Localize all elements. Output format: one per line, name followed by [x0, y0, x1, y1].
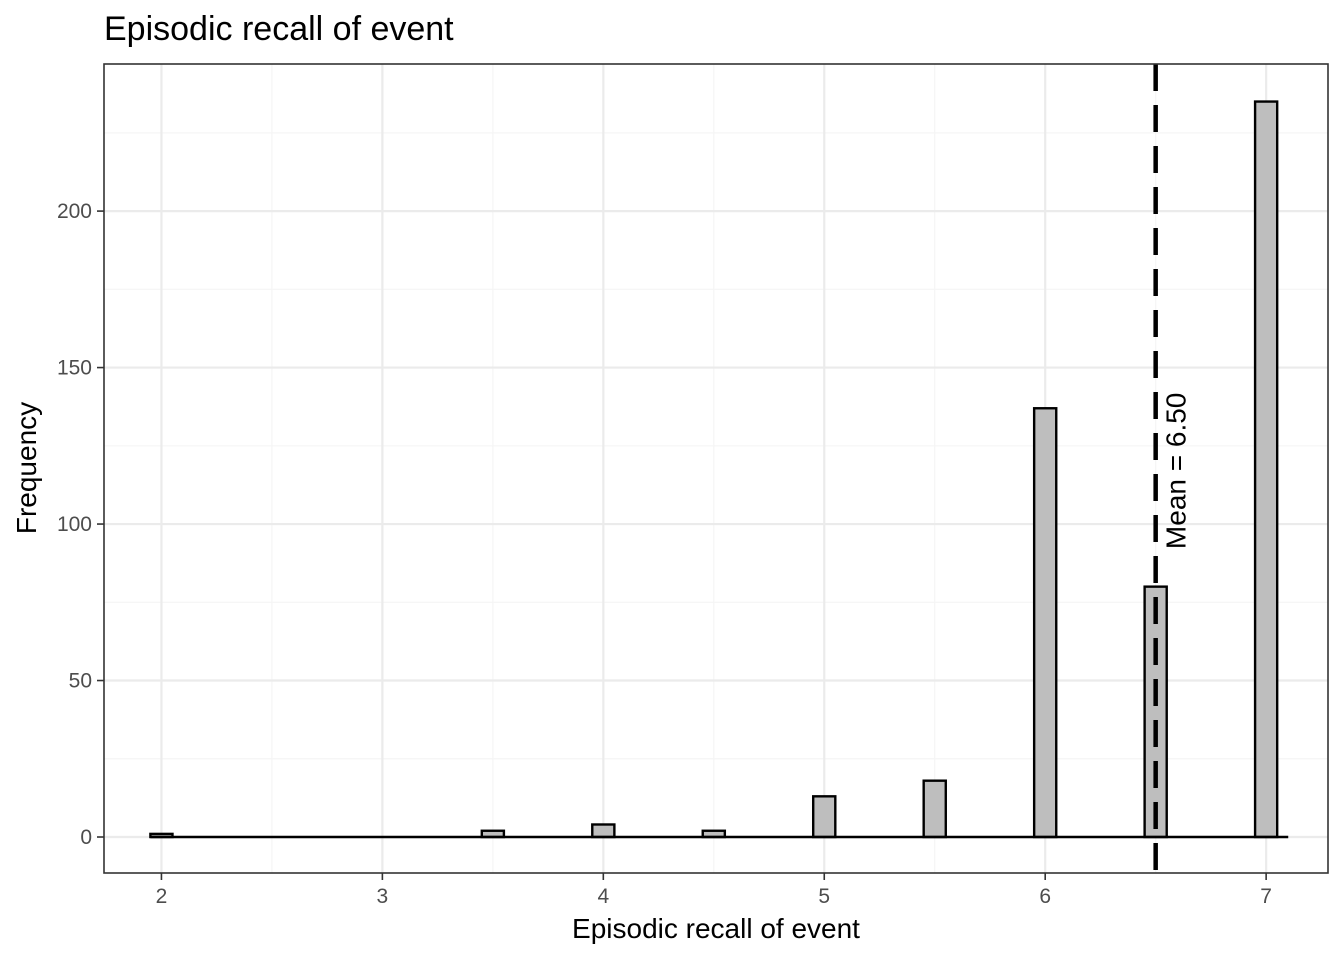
mean-label: Mean = 6.50	[1161, 393, 1192, 549]
y-tick-label: 150	[57, 357, 92, 380]
x-axis-title: Episodic recall of event	[572, 913, 860, 944]
x-tick-label: 5	[818, 885, 830, 908]
x-axis-ticks: 2 3 4 5 6 7	[156, 873, 1272, 908]
y-axis-title: Frequency	[11, 402, 42, 534]
y-tick-label: 50	[69, 670, 92, 693]
histogram-bar	[922, 779, 947, 839]
histogram-bar	[812, 795, 837, 839]
x-tick-label: 3	[377, 885, 389, 908]
x-tick-label: 7	[1260, 885, 1272, 908]
minor-grid	[104, 64, 1328, 873]
histogram-bar	[1143, 585, 1168, 839]
chart-title: Episodic recall of event	[104, 10, 454, 48]
y-axis-ticks: 0 50 100 150 200	[57, 200, 104, 849]
y-tick-label: 200	[57, 200, 92, 223]
x-tick-label: 6	[1039, 885, 1051, 908]
x-tick-label: 4	[597, 885, 609, 908]
x-tick-label: 2	[156, 885, 168, 908]
histogram-bar	[591, 823, 616, 839]
panel-border	[103, 63, 1329, 874]
histogram-bar	[1032, 407, 1058, 839]
histogram-bar	[1253, 100, 1279, 839]
y-tick-label: 100	[57, 513, 92, 536]
y-tick-label: 0	[80, 826, 92, 849]
